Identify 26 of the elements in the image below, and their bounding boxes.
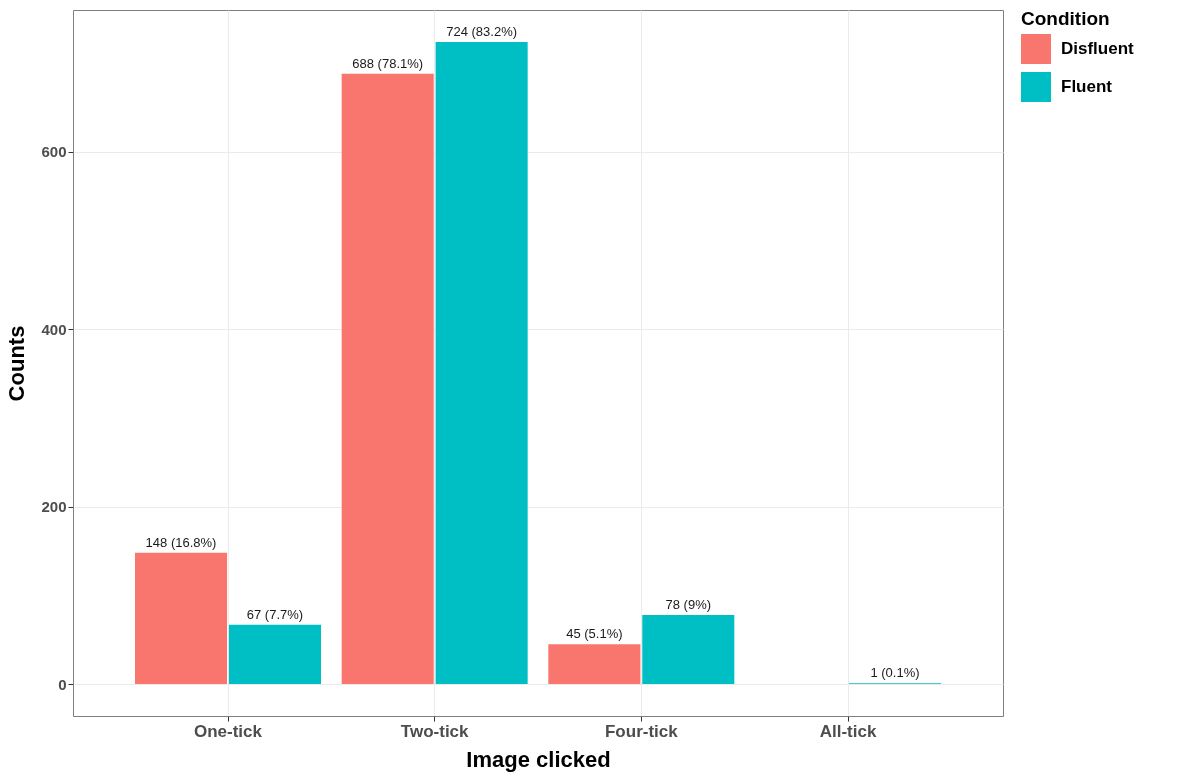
data-label: 148 (16.8%) bbox=[145, 534, 217, 550]
y-tick-label: 400 bbox=[41, 320, 67, 338]
y-tick-label: 200 bbox=[41, 498, 67, 516]
data-label: 724 (83.2%) bbox=[446, 23, 518, 39]
bar bbox=[548, 644, 641, 685]
y-axis-title: Counts bbox=[4, 325, 30, 402]
legend-label: Fluent bbox=[1061, 77, 1113, 96]
bar bbox=[135, 552, 228, 685]
legend-label: Disfluent bbox=[1061, 39, 1135, 58]
data-label: 45 (5.1%) bbox=[566, 626, 623, 642]
bar bbox=[341, 73, 434, 685]
y-tick-label: 600 bbox=[41, 143, 67, 161]
data-label: 67 (7.7%) bbox=[246, 606, 304, 622]
x-tick-label: All-tick bbox=[819, 721, 877, 741]
y-tick-label: 0 bbox=[58, 675, 67, 693]
bar bbox=[435, 41, 528, 685]
x-tick-label: Four-tick bbox=[604, 721, 679, 741]
x-axis-title: Image clicked bbox=[466, 746, 611, 772]
x-tick-label: One-tick bbox=[193, 721, 263, 741]
data-label: 1 (0.1%) bbox=[870, 665, 920, 681]
data-label: 78 (9%) bbox=[665, 596, 712, 612]
bar bbox=[228, 624, 321, 685]
x-tick-label: Two-tick bbox=[400, 721, 470, 741]
legend-title: Condition bbox=[1021, 8, 1110, 29]
bar bbox=[642, 614, 735, 685]
data-label: 688 (78.1%) bbox=[352, 55, 424, 71]
